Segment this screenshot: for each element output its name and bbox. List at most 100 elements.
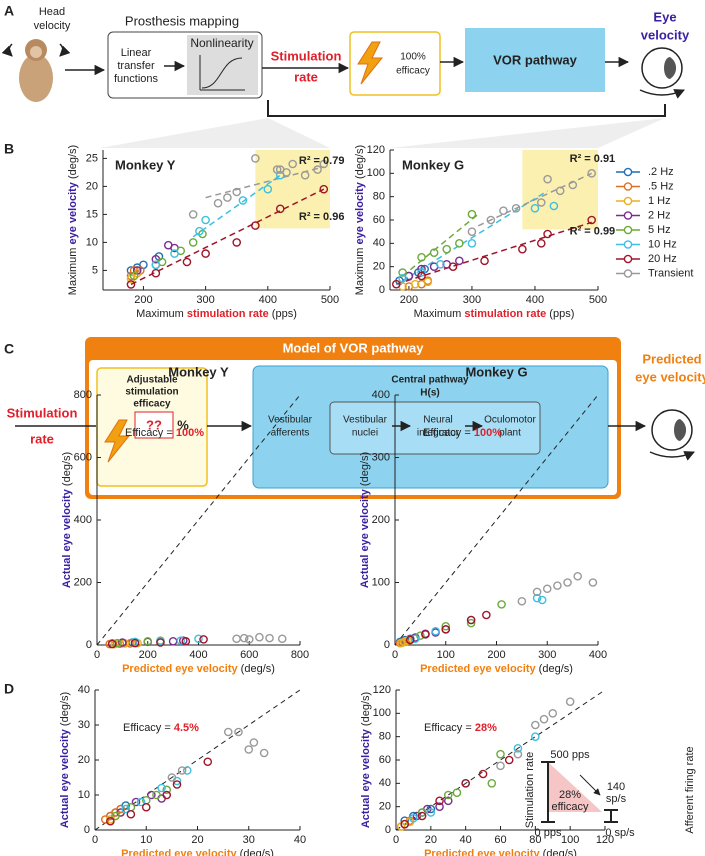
label-part: eye velocity [354, 181, 366, 244]
legend-swatch [623, 240, 633, 249]
label: ?? [146, 417, 162, 432]
data-point [530, 204, 540, 213]
label: rate [30, 431, 54, 446]
box [329, 401, 541, 455]
label-part: stimulation rate [464, 308, 546, 320]
data-point [249, 738, 259, 747]
data-point [272, 165, 282, 174]
data-point [251, 221, 260, 230]
x-tick-label: 300 [538, 649, 556, 661]
data-point [443, 790, 453, 800]
x-tick-label: 0 [92, 834, 98, 846]
label: VOR pathway [493, 52, 578, 67]
data-point [251, 154, 260, 163]
y-tick-label: 20 [379, 801, 391, 813]
data-point [136, 797, 146, 807]
data-point [232, 238, 242, 247]
label: velocity [34, 20, 71, 32]
data-point [410, 279, 420, 289]
legend-label: 2 Hz [648, 209, 671, 221]
x-axis-label: Maximum stimulation rate (pps) [136, 308, 297, 320]
data-point [480, 256, 489, 266]
annotation: R² = 0.79 [299, 155, 345, 167]
data-point [106, 816, 115, 826]
chart-title: Monkey G [465, 364, 527, 379]
label: 0 sp/s [605, 827, 635, 839]
data-point [121, 804, 131, 814]
data-point [455, 256, 464, 266]
y-axis-label: Maximum eye velocity (deg/s) [67, 145, 79, 295]
label-part: Efficacy = [423, 427, 474, 439]
data-point [156, 638, 165, 647]
y-tick-label: 800 [74, 389, 92, 401]
label: efficacy [396, 66, 430, 77]
x-tick-label: 400 [259, 294, 277, 306]
data-point [467, 209, 477, 219]
x-tick-label: 200 [134, 294, 152, 306]
x-tick-label: 20 [191, 834, 203, 846]
data-point [194, 634, 203, 644]
x-tick-label: 30 [243, 834, 255, 846]
data-point [129, 271, 139, 281]
data-point [532, 587, 542, 597]
label: Afferent firing rate [684, 746, 696, 833]
label: eye velocity [635, 369, 705, 384]
data-point [531, 720, 540, 730]
highlight [255, 150, 330, 229]
y-tick-label: 20 [78, 754, 90, 766]
data-point [282, 168, 291, 177]
legend-swatch [623, 211, 633, 220]
data-point [130, 638, 140, 648]
data-point [234, 727, 243, 737]
data-point [542, 584, 552, 594]
y-tick-label: 200 [74, 576, 92, 588]
fit-line [130, 188, 325, 286]
data-point [467, 227, 477, 236]
y-tick-label: 20 [373, 261, 385, 273]
label: velocity [641, 27, 690, 42]
label: Eye [653, 9, 676, 24]
x-tick-label: 0 [392, 649, 398, 661]
annotation: R² = 0.91 [570, 153, 616, 165]
legend-swatch [623, 254, 633, 264]
data-point [176, 636, 186, 645]
data-point [436, 260, 445, 269]
y-tick-label: 15 [86, 208, 98, 220]
y-tick-label: 0 [86, 639, 92, 651]
data-point [167, 773, 177, 782]
y-tick-label: 120 [373, 684, 391, 696]
data-point [111, 811, 120, 821]
label-part: (deg/s) [360, 692, 372, 729]
data-point [113, 638, 122, 648]
y-tick-label: 80 [379, 731, 391, 743]
data-point [441, 621, 451, 631]
x-tick-label: 800 [291, 649, 309, 661]
x-tick-label: 400 [589, 649, 607, 661]
data-point [116, 804, 125, 814]
data-point [426, 808, 436, 817]
data-point [152, 790, 161, 800]
y-tick-label: 40 [78, 684, 90, 696]
label-part: (deg/s) [540, 848, 577, 856]
label: efficacy [133, 399, 171, 410]
efficacy-label: Efficacy = 28% [424, 722, 497, 734]
data-point [182, 257, 192, 267]
efficacy-label: Efficacy = 100% [125, 427, 204, 439]
data-point [487, 779, 497, 788]
sigmoid [199, 55, 245, 91]
legend-swatch [623, 269, 633, 278]
data-point [429, 248, 439, 257]
data-point [151, 260, 161, 270]
legend-label: 20 Hz [648, 253, 677, 265]
data-point [443, 796, 453, 806]
data-point [157, 783, 166, 793]
data-point [442, 244, 452, 254]
legend-label: .2 Hz [648, 166, 674, 178]
data-point [319, 159, 329, 169]
data-point [244, 745, 254, 754]
label: rate [294, 69, 318, 84]
legend-swatch [623, 196, 633, 206]
data-point [553, 581, 562, 590]
data-point [536, 198, 546, 207]
x-axis-label: Predicted eye velocity (deg/s) [420, 663, 573, 675]
